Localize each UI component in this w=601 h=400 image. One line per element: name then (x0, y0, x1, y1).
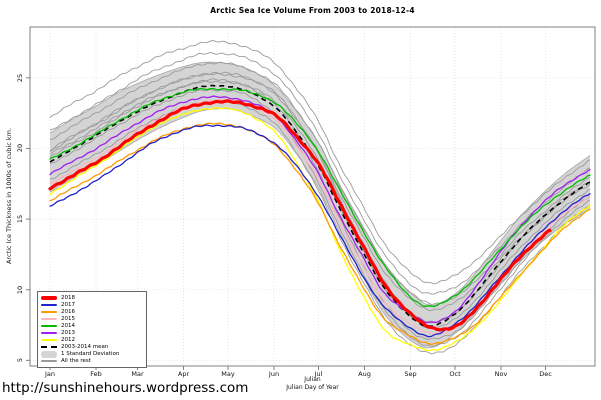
plot-frame (29, 26, 596, 367)
legend-item-2014: 2014 (41, 322, 143, 329)
legend-label: All the rest (61, 358, 91, 365)
legend-swatch-icon (41, 317, 57, 320)
legend-swatch-icon (41, 350, 57, 358)
std-dev-band-lower-edge (49, 108, 591, 349)
legend-item-2013: 2013 (41, 330, 143, 337)
legend-item-2012: 2012 (41, 337, 143, 344)
legend-box: 2018 2017 2016 2015 2014 2013 2012 2003-2014 me… (37, 291, 147, 368)
legend-label: 2013 (61, 330, 75, 337)
series-2013-line (49, 95, 591, 324)
legend-label: 2018 (61, 294, 75, 301)
x-axis-label-line1: Julian (304, 376, 321, 383)
chart-title: Arctic Sea Ice Volume From 2003 to 2018-… (210, 6, 415, 15)
rest-year-2007-line (49, 80, 591, 341)
legend-swatch-icon (41, 295, 57, 300)
watermark-url: http://sunshinehours.wordpress.com (2, 380, 249, 396)
rest-year-2004-line (49, 52, 590, 295)
series-2012-line (49, 106, 591, 352)
rest-year-2005-line (49, 61, 591, 305)
legend-label: 2003-2014 mean (61, 344, 109, 351)
legend-label: 2017 (61, 301, 75, 308)
x-axis-label-line2: Julian Day of Year (286, 384, 339, 391)
legend-item-2015: 2015 (41, 315, 143, 322)
series-2014-line (49, 87, 591, 308)
series-2016-line (49, 122, 591, 346)
legend-item-2017: 2017 (41, 301, 143, 308)
legend-label: 2015 (61, 315, 75, 322)
legend-item-2018: 2018 (41, 294, 143, 301)
legend-item-2016: 2016 (41, 308, 143, 315)
legend-label: 2016 (61, 308, 75, 315)
legend-label: 2012 (61, 337, 75, 344)
rest-year-2008-line (49, 71, 591, 324)
legend-swatch-icon (41, 339, 57, 342)
legend-swatch-icon (41, 332, 57, 335)
legend-swatch-icon (41, 310, 57, 313)
rest-year-2010-line (49, 88, 590, 347)
rest-year-2003-line (49, 40, 591, 285)
legend-swatch-icon (41, 303, 57, 306)
legend-swatch-icon (41, 346, 57, 349)
legend-label: 2014 (61, 322, 75, 329)
legend-item-2003-2014-mean: 2003-2014 mean (41, 344, 143, 351)
legend-label: 1 Standard Deviation (61, 351, 120, 358)
legend-swatch-icon (41, 324, 57, 327)
legend-item-1-standard-deviation: 1 Standard Deviation (41, 350, 143, 358)
legend-swatch-icon (41, 360, 57, 363)
legend-item-all-the-rest: All the rest (41, 358, 143, 365)
series-2018-line (48, 99, 552, 332)
